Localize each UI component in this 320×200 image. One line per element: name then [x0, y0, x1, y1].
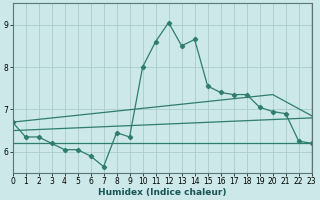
X-axis label: Humidex (Indice chaleur): Humidex (Indice chaleur) [98, 188, 226, 197]
